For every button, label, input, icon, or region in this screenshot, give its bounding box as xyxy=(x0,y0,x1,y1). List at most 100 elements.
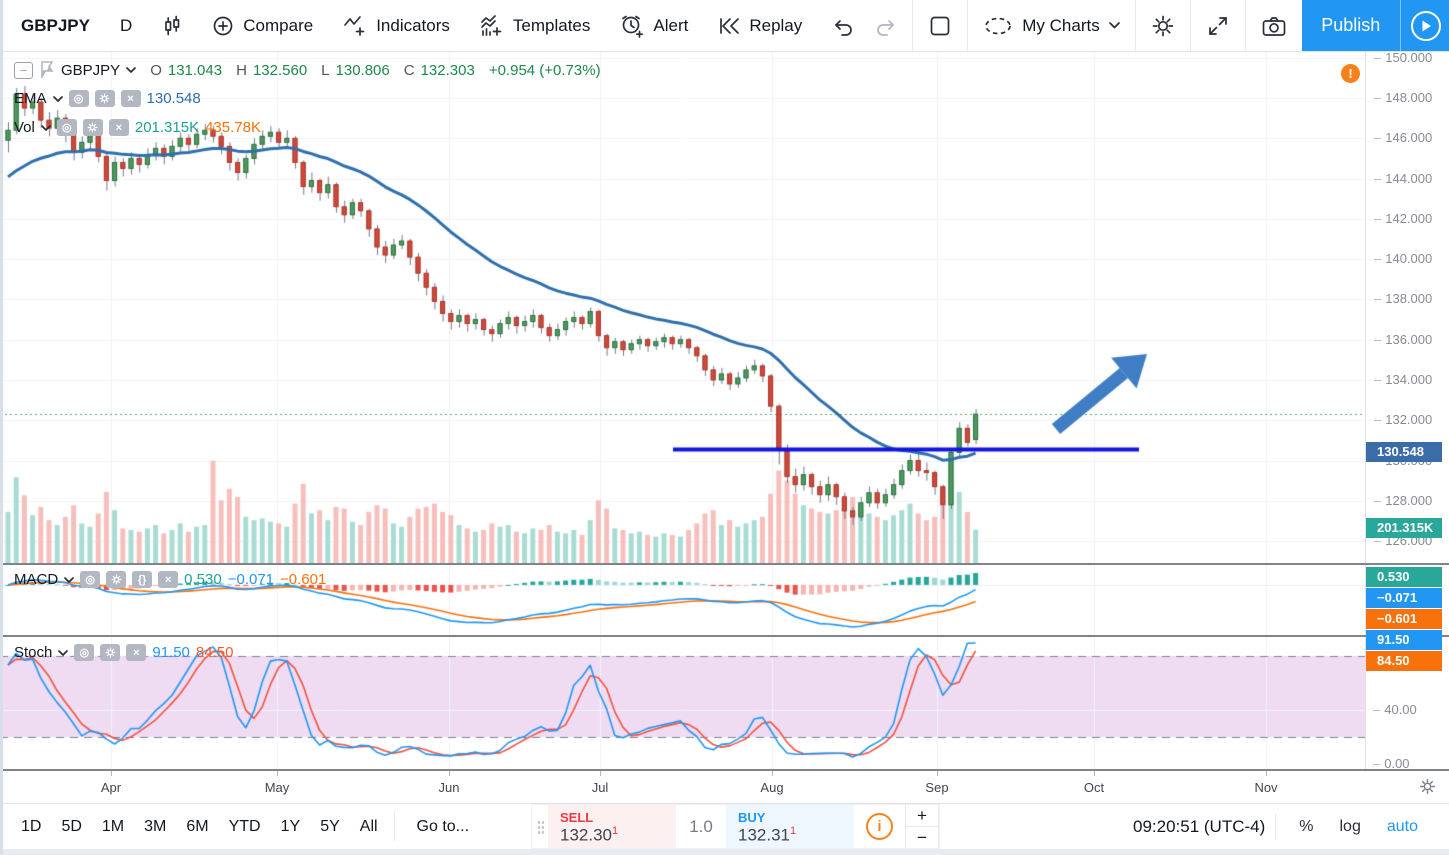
camera-icon xyxy=(1261,14,1287,38)
range-button-5y[interactable]: 5Y xyxy=(320,817,340,835)
macd-settings-icon[interactable] xyxy=(106,571,127,588)
bottom-strip xyxy=(0,849,1449,855)
volume-visibility-icon[interactable]: ◎ xyxy=(56,119,77,136)
redo-button[interactable] xyxy=(871,0,912,51)
pane-separator-stoch-timeaxis xyxy=(0,769,1449,771)
price-tick-label: –134.000 xyxy=(1374,371,1433,387)
alert-button[interactable]: Alert xyxy=(605,0,703,51)
volume-settings-icon[interactable] xyxy=(82,119,103,136)
fullscreen-button[interactable] xyxy=(1191,0,1245,51)
macd-source-code-icon[interactable]: {} xyxy=(132,571,153,588)
high-value: 132.560 xyxy=(252,61,308,79)
ema-label[interactable]: EMA xyxy=(14,90,47,107)
macd-close-icon[interactable]: × xyxy=(158,571,179,588)
drag-handle[interactable] xyxy=(532,805,548,848)
chevron-down-icon[interactable] xyxy=(52,95,63,102)
macd-label[interactable]: MACD xyxy=(14,571,59,588)
flag-icon[interactable] xyxy=(39,61,55,79)
range-button-all[interactable]: All xyxy=(359,817,378,835)
replay-button[interactable]: Replay xyxy=(703,0,817,51)
stoch-label[interactable]: Stoch xyxy=(14,644,53,661)
chart-style-button[interactable] xyxy=(147,0,197,51)
redo-icon xyxy=(873,16,897,36)
indicators-button[interactable]: Indicators xyxy=(328,0,465,51)
stoch-tick-0: –0.00 xyxy=(1373,756,1410,771)
stoch-d-value: 84.50 xyxy=(195,644,234,661)
range-button-ytd[interactable]: YTD xyxy=(228,817,261,835)
low-value: 130.806 xyxy=(335,61,390,79)
templates-button[interactable]: Templates xyxy=(465,0,605,51)
price-tick-label: –140.000 xyxy=(1374,251,1433,267)
percent-scale-button[interactable]: % xyxy=(1299,817,1314,835)
buy-button[interactable]: BUY 132.311 xyxy=(726,805,855,848)
volume-value: 201.315K xyxy=(134,119,200,136)
clock[interactable]: 09:20:51 (UTC-4) xyxy=(1132,816,1266,836)
ema-settings-icon[interactable] xyxy=(94,90,115,107)
log-scale-button[interactable]: log xyxy=(1339,817,1361,835)
range-button-6m[interactable]: 6M xyxy=(186,817,209,835)
chevron-down-icon[interactable] xyxy=(64,576,75,583)
chevron-down-icon[interactable] xyxy=(126,67,137,73)
macd-pane-canvas[interactable] xyxy=(0,565,1365,635)
ema-visibility-icon[interactable]: ◎ xyxy=(68,90,89,107)
quantity-field[interactable]: 1.0 xyxy=(689,816,713,836)
chevron-down-icon[interactable] xyxy=(58,649,69,656)
my-charts-button[interactable]: My Charts xyxy=(968,0,1134,51)
chart-settings-button[interactable] xyxy=(1136,0,1190,51)
increase-button[interactable]: + xyxy=(906,805,939,827)
month-label-jun: Jun xyxy=(438,780,460,795)
time-axis[interactable]: Apr May Jun Jul Aug Sep Oct Nov xyxy=(0,771,1449,803)
volume-label[interactable]: Vol xyxy=(14,119,35,136)
goto-button[interactable]: Go to... xyxy=(416,817,470,835)
axis-settings-gear-icon[interactable] xyxy=(1419,778,1436,795)
month-tick xyxy=(937,771,938,776)
decrease-button[interactable]: − xyxy=(917,827,927,847)
snapshot-button[interactable] xyxy=(1246,0,1302,51)
interval-button[interactable]: D xyxy=(119,15,133,35)
range-button-1y[interactable]: 1Y xyxy=(280,817,301,835)
close-value: 132.303 xyxy=(420,61,475,79)
alarm-clock-icon xyxy=(620,14,644,38)
legend-symbol[interactable]: GBPJPY xyxy=(61,61,121,79)
price-axis[interactable]: –150.000 –148.000 –146.000 –144.000 –142.000… xyxy=(1365,52,1449,803)
auto-scale-button[interactable]: auto xyxy=(1386,817,1418,835)
stoch-settings-icon[interactable] xyxy=(100,644,121,661)
ema-close-icon[interactable]: × xyxy=(120,90,141,107)
sell-label: SELL xyxy=(560,810,594,825)
publish-button[interactable]: Publish xyxy=(1301,0,1400,51)
pane-separator-main-macd[interactable] xyxy=(0,563,1449,565)
undo-button[interactable] xyxy=(817,0,871,51)
stoch-visibility-icon[interactable]: ◎ xyxy=(74,644,95,661)
top-toolbar-right: My Charts xyxy=(912,0,1449,51)
compare-button[interactable]: Compare xyxy=(197,0,328,51)
range-button-1m[interactable]: 1M xyxy=(101,817,125,835)
month-tick xyxy=(449,771,450,776)
symbol-button[interactable]: GBPJPY xyxy=(21,15,90,35)
stoch-close-icon[interactable]: × xyxy=(126,644,147,661)
play-button[interactable] xyxy=(1399,0,1449,51)
sell-button[interactable]: SELL 132.301 xyxy=(548,805,677,848)
layout-button[interactable] xyxy=(913,0,967,51)
range-button-3m[interactable]: 3M xyxy=(144,817,167,835)
range-button-1d[interactable]: 1D xyxy=(21,817,42,835)
price-tick-label: –138.000 xyxy=(1374,291,1433,307)
chevron-down-icon[interactable] xyxy=(41,124,51,131)
ema-legend: EMA ◎ × 130.548 xyxy=(14,90,201,107)
volume-close-icon[interactable]: × xyxy=(108,119,129,136)
warning-icon[interactable]: ! xyxy=(1341,64,1360,83)
range-button-5d[interactable]: 5D xyxy=(61,817,82,835)
month-tick xyxy=(772,771,773,776)
month-tick xyxy=(277,771,278,776)
stoch-pane-canvas[interactable] xyxy=(0,637,1365,769)
macd-line-badge: −0.071 xyxy=(1366,588,1442,608)
macd-visibility-icon[interactable]: ◎ xyxy=(80,571,101,588)
legend-collapse-button[interactable]: − xyxy=(14,61,33,79)
price-chart-canvas[interactable] xyxy=(0,52,1365,563)
pane-separator-macd-stoch[interactable] xyxy=(0,635,1449,637)
price-tick-label: –146.000 xyxy=(1374,130,1433,146)
volume-legend: Vol ◎ × 201.315K 435.78K xyxy=(14,119,261,136)
volume-badge: 201.315K xyxy=(1366,518,1442,538)
info-icon[interactable]: i xyxy=(866,813,894,840)
stoch-k-badge: 91.50 xyxy=(1366,630,1442,650)
